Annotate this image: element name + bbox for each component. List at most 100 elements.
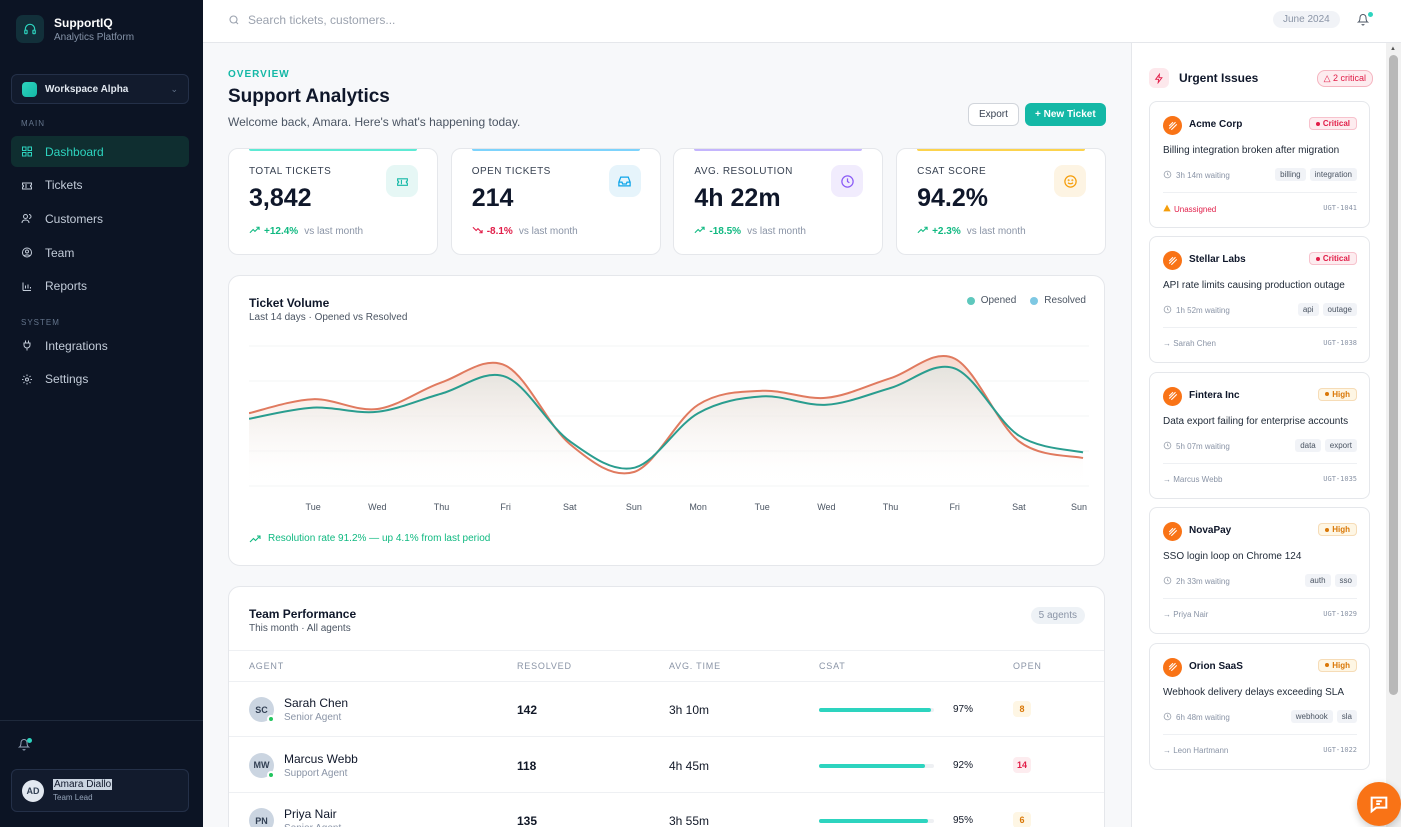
stat-card-open-tickets[interactable]: OPEN TICKETS 214 -8.1% vs last month <box>450 148 661 255</box>
tag[interactable]: billing <box>1275 168 1306 181</box>
avatar: AD <box>22 779 44 802</box>
assignee-label: → Priya Nair <box>1163 610 1209 620</box>
tag[interactable]: outage <box>1322 303 1357 317</box>
urgent-issue-card[interactable]: Fintera Inc High Data export failing for e… <box>1149 371 1370 499</box>
agent-name[interactable]: Sarah Chen <box>284 696 349 710</box>
tag[interactable]: export <box>1324 438 1357 452</box>
issue-assignee[interactable]: → Leon Hartmann <box>1163 746 1228 755</box>
assignee-label: → Sarah Chen <box>1163 339 1216 349</box>
plug-icon <box>21 340 33 352</box>
page-title: Support Analytics <box>228 86 390 107</box>
tag[interactable]: api <box>1297 303 1319 317</box>
workspace-switcher[interactable]: Workspace Alpha ⌄ <box>11 74 189 104</box>
stat-value: 214 <box>471 184 514 212</box>
scroll-up-arrow-icon[interactable]: ▲ <box>1390 46 1396 52</box>
legend-item-opened[interactable]: Opened <box>966 295 1016 306</box>
sidebar-item-team[interactable]: Team <box>11 237 189 268</box>
csat-percent: 92% <box>953 759 974 771</box>
issue-company: Orion SaaS <box>1189 660 1243 672</box>
stat-card-avg-resolution[interactable]: AVG. RESOLUTION 4h 22m -18.5% vs last month <box>673 148 884 255</box>
column-header-csat[interactable]: CSAT <box>819 661 846 671</box>
bell-icon[interactable] <box>1356 13 1370 31</box>
stat-card-total-tickets[interactable]: TOTAL TICKETS 3,842 +12.4% vs last month <box>228 148 438 255</box>
bell-icon[interactable] <box>17 738 32 752</box>
issue-assignee[interactable]: → Sarah Chen <box>1163 339 1216 348</box>
agent-name[interactable]: Priya Nair <box>284 807 337 821</box>
export-button[interactable]: Export <box>968 103 1019 126</box>
online-status-dot <box>267 770 275 779</box>
trend-subtext: vs last month <box>747 226 806 237</box>
critical-count-badge: △ 2 critical <box>1316 69 1373 87</box>
page-subtitle: Welcome back, Amara. Here's what's happe… <box>228 115 521 129</box>
workspace-name: Workspace Alpha <box>45 83 129 95</box>
table-row[interactable]: PN Priya Nair Senior Agent 135 3h 55m 95% 6 <box>229 793 1104 827</box>
issue-assignee[interactable]: Unassigned <box>1163 204 1216 214</box>
open-count-badge: 8 <box>1013 701 1031 717</box>
urgent-issue-card[interactable]: NovaPay High SSO login loop on Chrome 124 2… <box>1149 507 1370 635</box>
tag[interactable]: auth <box>1304 574 1331 588</box>
sidebar-item-tickets[interactable]: Tickets <box>11 170 189 201</box>
tag[interactable]: data <box>1295 438 1321 452</box>
search-input[interactable] <box>248 13 488 27</box>
column-header-open[interactable]: OPEN <box>1013 661 1042 671</box>
chat-launcher-button[interactable] <box>1357 782 1401 826</box>
urgent-issues-panel: Urgent Issues △ 2 critical Acme Corp Crit… <box>1131 43 1386 827</box>
stat-value: 3,842 <box>249 184 312 212</box>
avatar: MW <box>249 752 275 779</box>
stat-trend: +2.3% vs last month <box>917 226 1026 237</box>
scrollbar-thumb[interactable] <box>1389 55 1398 695</box>
warning-icon <box>1163 204 1171 214</box>
issue-assignee[interactable]: → Priya Nair <box>1163 610 1208 619</box>
brand[interactable]: SupportIQ Analytics Platform <box>16 15 134 43</box>
sidebar-item-settings[interactable]: Settings <box>11 364 189 395</box>
clock-icon <box>1163 441 1172 452</box>
csat-bar <box>819 763 934 768</box>
table-row[interactable]: SC Sarah Chen Senior Agent 142 3h 10m 97% 8 <box>229 682 1104 737</box>
stat-label: AVG. RESOLUTION <box>694 166 793 177</box>
legend-item-resolved[interactable]: Resolved <box>1030 295 1086 306</box>
trend-up-icon <box>694 226 706 237</box>
sidebar-item-label: Tickets <box>45 178 83 193</box>
resolved-count: 142 <box>517 703 538 717</box>
severity-label: High <box>1332 389 1350 399</box>
sidebar-item-reports[interactable]: Reports <box>11 271 189 302</box>
page-eyebrow: OVERVIEW <box>228 69 290 80</box>
user-profile[interactable]: AD Amara Diallo Team Lead <box>11 769 189 812</box>
sidebar-item-customers[interactable]: Customers <box>11 203 189 234</box>
new-ticket-button[interactable]: + New Ticket <box>1025 103 1106 126</box>
column-header-avg-time[interactable]: AVG. TIME <box>669 661 721 671</box>
tag[interactable]: integration <box>1309 168 1357 181</box>
issue-assignee[interactable]: → Marcus Webb <box>1163 475 1222 484</box>
tag[interactable]: webhook <box>1290 709 1333 723</box>
date-selector[interactable]: June 2024 <box>1273 11 1340 28</box>
column-header-agent[interactable]: AGENT <box>249 661 285 671</box>
stat-accent <box>249 149 417 151</box>
table-row[interactable]: MW Marcus Webb Support Agent 118 4h 45m 92% 14 <box>229 738 1104 793</box>
tag[interactable]: sla <box>1336 709 1357 723</box>
tag[interactable]: sso <box>1334 574 1357 588</box>
severity-badge: Critical <box>1308 252 1357 266</box>
resolved-count: 118 <box>517 758 537 773</box>
sidebar-item-integrations[interactable]: Integrations <box>11 330 189 361</box>
agent-name[interactable]: Marcus Webb <box>284 751 358 766</box>
scrollbar[interactable]: ▲ <box>1386 43 1401 827</box>
company-logo-icon <box>1163 251 1182 271</box>
column-header-resolved[interactable]: RESOLVED <box>517 661 572 671</box>
online-status-dot <box>267 715 275 723</box>
urgent-issue-card[interactable]: Stellar Labs Critical API rate limits caus… <box>1149 236 1370 364</box>
avatar: PN <box>249 808 274 827</box>
urgent-issue-card[interactable]: Orion SaaS High Webhook delivery delays ex… <box>1149 642 1370 770</box>
sidebar-item-dashboard[interactable]: Dashboard <box>11 136 189 167</box>
trend-down-icon <box>472 226 483 237</box>
series-line-opened[interactable] <box>249 355 1084 475</box>
stat-card-csat-score[interactable]: CSAT SCORE 94.2% +2.3% vs last month <box>896 148 1107 255</box>
workspace-icon <box>22 81 37 97</box>
ticket-icon <box>386 165 418 197</box>
legend-dot <box>966 296 975 305</box>
urgent-header: Urgent Issues △ 2 critical <box>1149 68 1373 88</box>
clock-icon <box>1163 305 1172 316</box>
series-line-resolved[interactable] <box>249 365 1084 470</box>
urgent-issue-card[interactable]: Acme Corp Critical Billing integration bro… <box>1149 101 1370 228</box>
issue-tags: api outage <box>1297 303 1357 317</box>
